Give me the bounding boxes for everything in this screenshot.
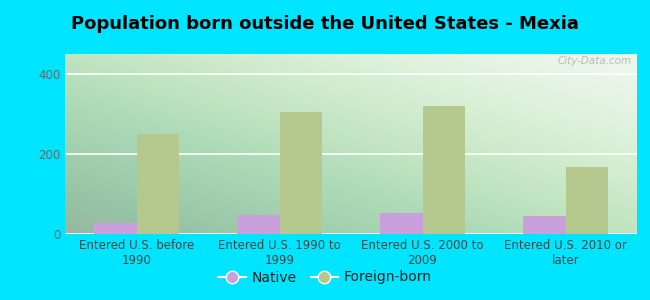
Bar	[380, 213, 422, 234]
Bar	[523, 216, 566, 234]
Legend: Native, Foreign-born: Native, Foreign-born	[213, 265, 437, 290]
Bar	[422, 106, 465, 234]
Bar	[280, 112, 322, 234]
Bar	[94, 223, 136, 234]
Text: City-Data.com: City-Data.com	[557, 56, 631, 66]
Bar	[136, 134, 179, 234]
Text: Population born outside the United States - Mexia: Population born outside the United State…	[71, 15, 579, 33]
Bar	[237, 215, 280, 234]
Bar	[566, 167, 608, 234]
